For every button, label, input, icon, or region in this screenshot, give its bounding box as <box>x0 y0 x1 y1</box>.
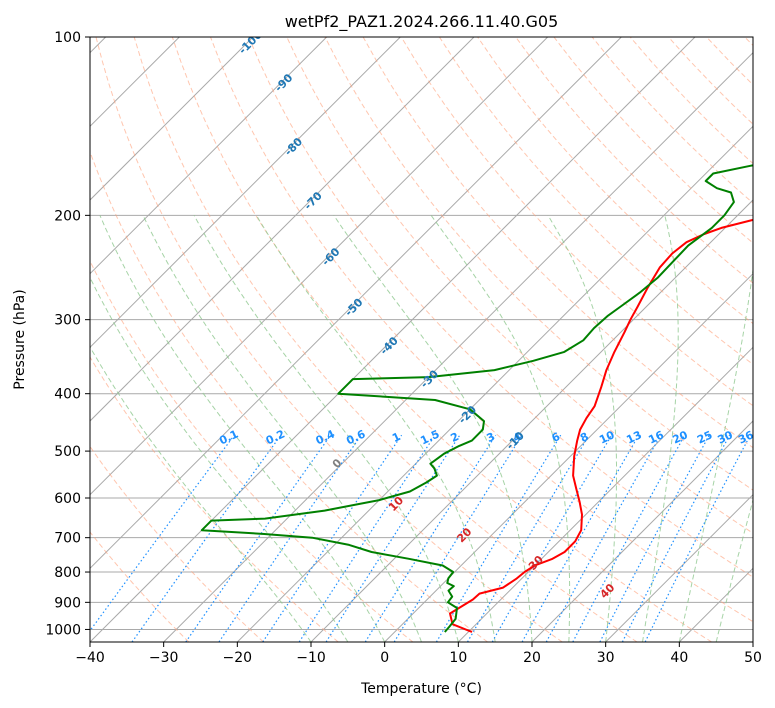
isotherm-line <box>236 125 753 642</box>
x-tick-label: 50 <box>744 650 762 666</box>
x-tick-label: 0 <box>380 650 389 666</box>
y-tick-label: 700 <box>54 531 81 547</box>
y-tick-label: 800 <box>54 565 81 581</box>
isotherm-line <box>90 37 622 570</box>
mixing-ratio-line <box>572 434 686 642</box>
mixing-ratio-line <box>364 434 497 642</box>
dry-adiabat-line <box>90 259 414 642</box>
x-tick-label: 20 <box>523 650 541 666</box>
isotherm-line <box>90 37 475 422</box>
chart-title: wetPf2_PAZ1.2024.266.11.40.G05 <box>285 12 559 32</box>
dewpoint-line <box>200 164 753 633</box>
moist-adiabat-line <box>193 215 459 642</box>
mixing-ratio-line <box>325 434 461 642</box>
mixing-ratio-line <box>393 434 523 642</box>
isotherm-line <box>90 37 401 349</box>
isotherm-line <box>163 51 753 642</box>
dry-adiabat-line <box>133 37 638 642</box>
mixing-ratio-line <box>491 434 613 642</box>
dry-adiabat-line <box>90 531 190 642</box>
y-tick-label: 100 <box>54 30 81 46</box>
moist-adiabat-line <box>678 265 753 642</box>
isotherm-line <box>384 272 753 642</box>
x-tick-label: 40 <box>670 650 688 666</box>
plot-area <box>90 37 753 642</box>
x-tick-label: −20 <box>223 650 253 666</box>
y-tick-label: 400 <box>54 387 81 403</box>
y-tick-label: 1000 <box>45 622 81 638</box>
isotherm-line <box>90 37 696 642</box>
mixing-ratio-label: 13 <box>624 428 643 446</box>
mixing-ratio-label: 25 <box>695 428 714 446</box>
x-tick-label: 30 <box>597 650 615 666</box>
mixing-ratio-label: 20 <box>671 428 691 446</box>
dry-adiabat-line <box>90 150 488 642</box>
mixing-ratio-label: 16 <box>646 428 666 446</box>
temperature-line <box>449 218 753 633</box>
moist-adiabat-line <box>430 215 571 642</box>
axes: −40 −30 −20 −10 0 10 20 30 40 50 100 200 300 400 500 60… <box>45 30 762 666</box>
x-axis-title: Temperature (°C) <box>360 681 482 697</box>
dry-adiabat-line <box>324 37 753 491</box>
moist-adiabat-line <box>547 215 617 642</box>
x-tick-label: −10 <box>296 650 326 666</box>
moist-adiabat-line <box>90 345 312 642</box>
mixing-ratio-line <box>218 434 362 642</box>
mixing-ratio-label: 10 <box>597 428 617 446</box>
isotherm-line <box>531 420 753 642</box>
mixing-ratio-line <box>545 434 662 642</box>
x-tick-label: 10 <box>449 650 467 666</box>
moist-adiabat-line <box>642 215 679 642</box>
mixing-ratio-line <box>185 434 332 642</box>
mixing-ratio-line <box>90 434 235 632</box>
moist-adiabat-line <box>142 215 422 642</box>
moist-adiabat-line <box>255 215 496 642</box>
mixing-ratio-label: 30 <box>716 428 736 446</box>
mixing-ratio-line <box>466 434 590 642</box>
dry-adiabat-line <box>248 37 753 578</box>
dry-adiabat-line <box>210 37 753 623</box>
y-tick-label: 200 <box>54 208 81 224</box>
moist-adiabat-line <box>99 215 386 642</box>
dry-adiabat-line <box>95 37 563 642</box>
moist-adiabat-line <box>715 498 753 642</box>
dry-adiabat-line <box>90 445 264 642</box>
mixing-ratio-label: 36 <box>736 428 756 446</box>
isotherm-line <box>90 37 549 496</box>
dry-adiabat-line <box>90 356 339 642</box>
x-tick-label: −30 <box>149 650 179 666</box>
isotherm-line <box>457 346 753 642</box>
y-tick-label: 500 <box>54 444 81 460</box>
dry-adiabat-line <box>515 37 753 284</box>
plot-frame <box>89 36 754 643</box>
y-tick-label: 600 <box>54 491 81 507</box>
isotherm-line <box>90 37 254 201</box>
mixing-ratio-line <box>644 434 751 642</box>
isotherm-line <box>90 37 328 275</box>
y-tick-label: 300 <box>54 313 81 329</box>
mixing-ratio-line <box>521 434 640 642</box>
dry-adiabat-line <box>171 37 712 642</box>
x-tick-label: −40 <box>75 650 105 666</box>
dry-adiabat-line <box>400 37 753 407</box>
y-tick-label: 900 <box>54 595 81 611</box>
isotherm-line <box>605 493 753 642</box>
y-axis-title: Pressure (hPa) <box>12 289 28 389</box>
mixing-ratio-line <box>621 434 731 642</box>
